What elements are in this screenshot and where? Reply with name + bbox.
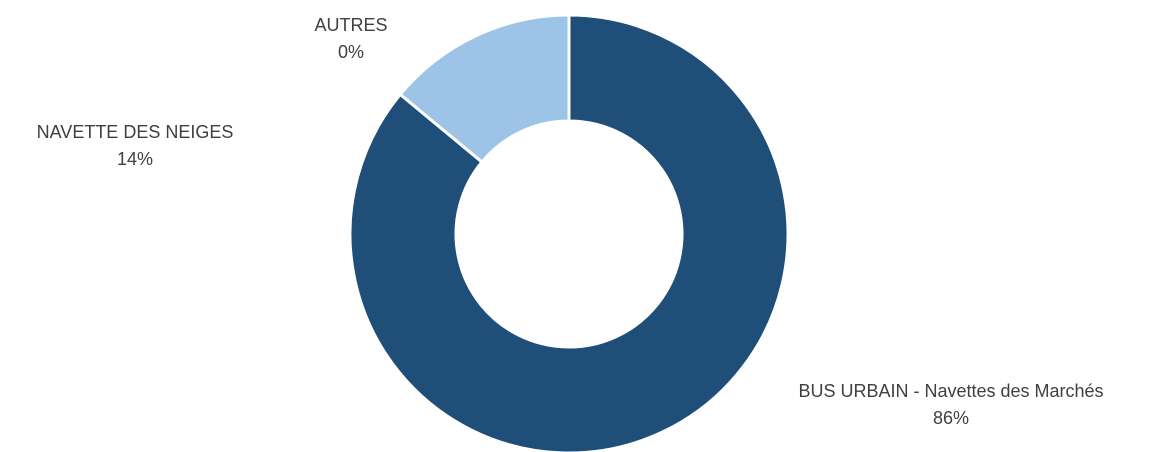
slice-value-navette-des-neiges: 14% bbox=[117, 149, 153, 169]
donut-slice-navette-des-neiges bbox=[398, 13, 571, 165]
slice-label-autres: AUTRES bbox=[314, 15, 387, 35]
donut-slices bbox=[348, 13, 790, 452]
slice-label-navette-des-neiges: NAVETTE DES NEIGES bbox=[37, 122, 234, 142]
donut-slice-bus-urbain-navettes-des-march-s bbox=[348, 13, 790, 452]
data-label-autres: AUTRES 0% bbox=[314, 15, 387, 62]
slice-value-autres: 0% bbox=[338, 42, 364, 62]
data-label-bus-urbain: BUS URBAIN - Navettes des Marchés 86% bbox=[798, 381, 1103, 428]
slice-label-bus-urbain: BUS URBAIN - Navettes des Marchés bbox=[798, 381, 1103, 401]
data-label-navette-des-neiges: NAVETTE DES NEIGES 14% bbox=[37, 122, 234, 169]
slice-value-bus-urbain: 86% bbox=[933, 408, 969, 428]
